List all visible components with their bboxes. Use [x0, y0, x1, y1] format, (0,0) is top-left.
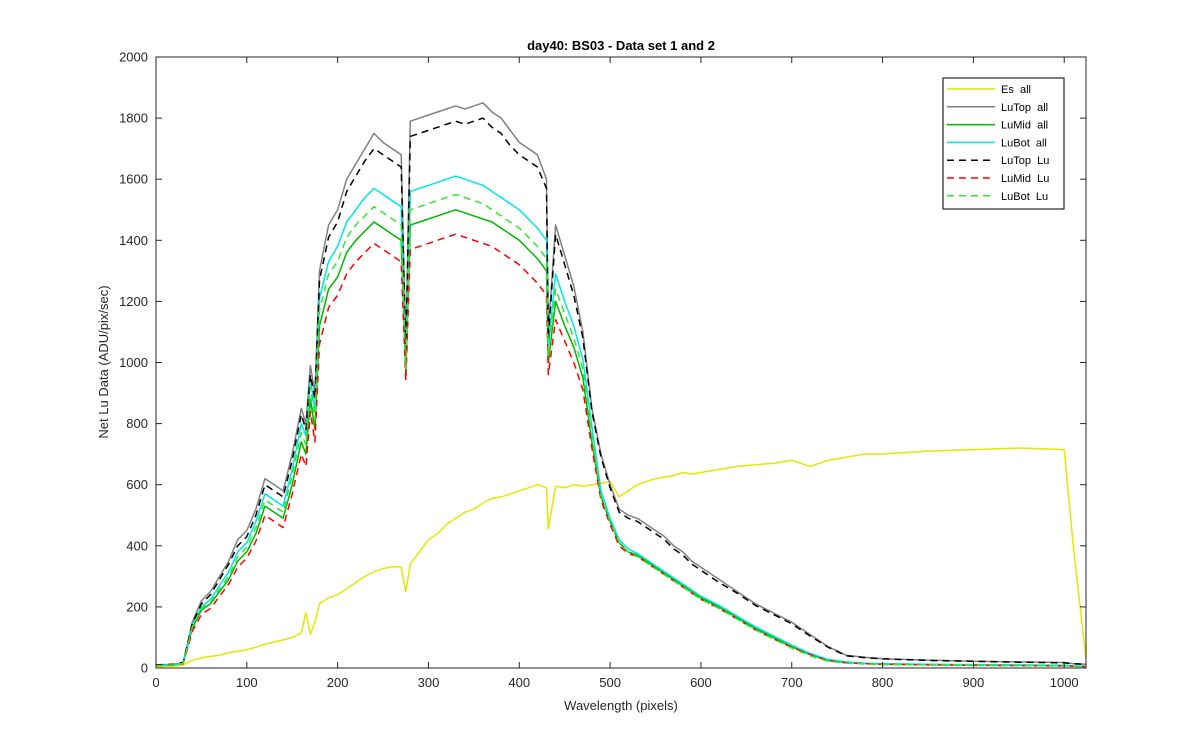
- x-tick-label: 200: [327, 675, 349, 690]
- legend-label-lubot-lu: LuBot Lu: [1001, 191, 1048, 203]
- x-axis-label: Wavelength (pixels): [564, 698, 678, 713]
- series-line-lutop-lu: [155, 117, 1087, 666]
- y-tick-label: 1800: [119, 111, 148, 126]
- x-axis: 0 100 200 300 400 500 600 700 800 900 1000: [152, 57, 1079, 690]
- x-tick-label: 300: [418, 675, 440, 690]
- legend-label-es-all: Es all: [1001, 84, 1031, 96]
- series-line-es-all: [155, 447, 1087, 668]
- x-tick-label: 400: [508, 675, 530, 690]
- x-tick-label: 0: [152, 675, 159, 690]
- x-tick-label: 600: [690, 675, 712, 690]
- x-tick-label: 100: [236, 675, 258, 690]
- legend-label-lumid-lu: LuMid Lu: [1001, 173, 1049, 185]
- x-tick-label: 1000: [1050, 675, 1079, 690]
- y-tick-label: 800: [126, 416, 148, 431]
- series-line-lumid-lu: [155, 233, 1087, 668]
- y-axis: 0 200 400 600 800 1000 1200 1400 1600 1800 2000: [119, 50, 1086, 676]
- x-tick-label: 900: [963, 675, 985, 690]
- y-tick-label: 600: [126, 477, 148, 492]
- series-line-lutop-all: [155, 102, 1087, 666]
- legend-label-lutop-all: LuTop all: [1001, 102, 1048, 114]
- y-axis-label: Net Lu Data (ADU/pix/sec): [96, 285, 111, 438]
- y-tick-label: 1200: [119, 294, 148, 309]
- y-tick-label: 1400: [119, 233, 148, 248]
- y-tick-label: 1600: [119, 172, 148, 187]
- legend-label-lutop-lu: LuTop Lu: [1001, 155, 1049, 167]
- y-tick-label: 200: [126, 599, 148, 614]
- legend-label-lubot-all: LuBot all: [1001, 137, 1047, 149]
- y-tick-label: 2000: [119, 50, 148, 65]
- x-tick-label: 800: [872, 675, 894, 690]
- legend-label-lumid-all: LuMid all: [1001, 120, 1048, 132]
- series-line-lumid-all: [155, 209, 1087, 668]
- plot-area: [156, 57, 1086, 668]
- y-tick-label: 0: [141, 661, 148, 676]
- y-tick-label: 1000: [119, 355, 148, 370]
- y-tick-label: 400: [126, 538, 148, 553]
- legend: Es all LuTop all LuMid all LuBot all LuTop L…: [942, 77, 1065, 210]
- series-line-lubot-all: [155, 175, 1087, 667]
- x-tick-label: 700: [781, 675, 803, 690]
- series-line-lubot-lu: [155, 193, 1087, 668]
- chart-title: day40: BS03 - Data set 1 and 2: [527, 38, 715, 53]
- series-layer: [155, 102, 1087, 668]
- legend-box: [942, 77, 1065, 210]
- x-tick-label: 500: [599, 675, 621, 690]
